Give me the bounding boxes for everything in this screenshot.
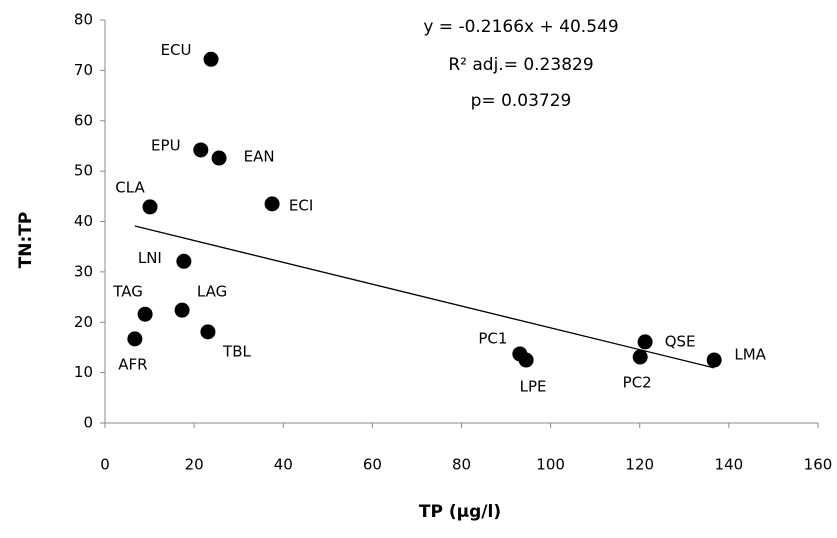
point <box>200 324 216 340</box>
y-tick-label: 50 <box>74 162 93 180</box>
y-tick-label: 30 <box>74 262 93 280</box>
point-label: PC2 <box>623 374 652 392</box>
x-axis-title: TP (μg/l) <box>419 502 501 522</box>
y-tick-label: 10 <box>74 363 93 381</box>
point-label: EPU <box>151 136 181 154</box>
x-tick-label: 160 <box>804 456 833 474</box>
x-tick-label: 60 <box>363 456 382 474</box>
point <box>706 352 722 368</box>
y-tick-label: 0 <box>83 414 93 432</box>
point-label: CLA <box>115 178 145 196</box>
y-tick-label: 80 <box>74 11 93 29</box>
point-label: LNI <box>138 249 162 267</box>
point-label: PC1 <box>478 329 507 347</box>
annotation: R² adj.= 0.23829 <box>448 55 593 75</box>
point-label: QSE <box>665 332 696 350</box>
point-label: LPE <box>520 378 547 396</box>
x-tick-label: 120 <box>625 456 654 474</box>
point <box>637 334 653 350</box>
point <box>174 302 190 318</box>
point-label: ECU <box>161 41 192 59</box>
point <box>203 51 219 67</box>
point-label: TAG <box>112 283 143 301</box>
trendline <box>134 225 715 369</box>
x-tick-label: 100 <box>536 456 565 474</box>
point <box>137 306 153 322</box>
annotation: y = -0.2166x + 40.549 <box>423 17 618 37</box>
point <box>193 142 209 158</box>
point-label: LAG <box>197 283 227 301</box>
point <box>518 352 534 368</box>
y-tick-label: 40 <box>74 212 93 230</box>
y-tick-label: 20 <box>74 313 93 331</box>
annotation: p= 0.03729 <box>471 91 572 111</box>
point-label: LMA <box>734 346 766 364</box>
x-tick-label: 80 <box>452 456 471 474</box>
point <box>142 199 158 215</box>
point <box>127 331 143 347</box>
x-tick-label: 0 <box>100 456 110 474</box>
point-label: ECI <box>289 196 313 214</box>
point-label: AFR <box>118 355 147 373</box>
y-tick-label: 70 <box>74 61 93 79</box>
point <box>264 196 280 212</box>
y-tick-label: 60 <box>74 111 93 129</box>
point <box>211 150 227 166</box>
x-tick-label: 140 <box>715 456 744 474</box>
point-label: EAN <box>244 148 275 166</box>
point-label: TBL <box>222 342 251 360</box>
y-axis-title: TN:TP <box>16 212 36 269</box>
point <box>632 349 648 365</box>
x-tick-label: 20 <box>185 456 204 474</box>
point <box>176 253 192 269</box>
x-tick-label: 40 <box>274 456 293 474</box>
